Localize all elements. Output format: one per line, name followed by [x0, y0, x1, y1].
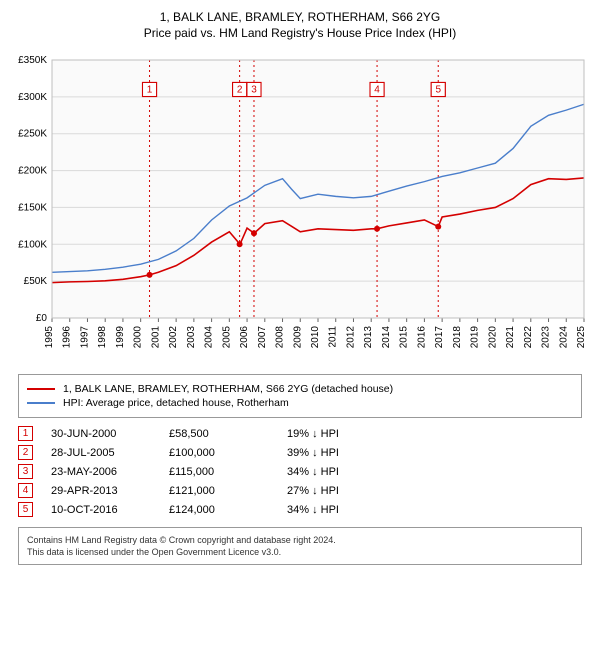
row-pct: 34% ↓ HPI — [287, 504, 397, 516]
row-date: 23-MAY-2006 — [41, 466, 161, 478]
svg-text:£150K: £150K — [18, 202, 47, 213]
legend-swatch — [27, 402, 55, 404]
svg-text:2001: 2001 — [150, 326, 161, 349]
table-row: 5 10-OCT-2016 £124,000 34% ↓ HPI — [18, 502, 582, 517]
svg-text:3: 3 — [251, 85, 257, 96]
svg-text:2015: 2015 — [399, 326, 410, 349]
svg-text:2020: 2020 — [487, 326, 498, 349]
row-marker: 2 — [18, 445, 33, 460]
legend-label: 1, BALK LANE, BRAMLEY, ROTHERHAM, S66 2Y… — [63, 383, 393, 395]
chart-container: £0 £50K £100K £150K £200K £250K £300K £350K 1995… — [8, 50, 592, 360]
row-marker: 5 — [18, 502, 33, 517]
row-price: £124,000 — [169, 504, 279, 516]
svg-text:1999: 1999 — [115, 326, 126, 349]
svg-text:2000: 2000 — [133, 326, 144, 349]
svg-text:2025: 2025 — [576, 326, 587, 349]
row-pct: 27% ↓ HPI — [287, 485, 397, 497]
svg-text:£300K: £300K — [18, 92, 47, 103]
footer-attribution: Contains HM Land Registry data © Crown c… — [18, 527, 582, 565]
chart-title: 1, BALK LANE, BRAMLEY, ROTHERHAM, S66 2Y… — [8, 10, 592, 24]
svg-text:1996: 1996 — [62, 326, 73, 349]
row-date: 28-JUL-2005 — [41, 447, 161, 459]
svg-text:2009: 2009 — [292, 326, 303, 349]
svg-text:£200K: £200K — [18, 166, 47, 177]
svg-text:£350K: £350K — [18, 55, 47, 66]
svg-text:2021: 2021 — [505, 326, 516, 349]
svg-text:1997: 1997 — [79, 326, 90, 349]
svg-text:2004: 2004 — [204, 326, 215, 349]
svg-text:2002: 2002 — [168, 326, 179, 349]
svg-text:2014: 2014 — [381, 326, 392, 349]
svg-text:2019: 2019 — [470, 326, 481, 349]
legend-item: HPI: Average price, detached house, Roth… — [27, 397, 573, 409]
svg-text:1: 1 — [147, 85, 153, 96]
row-price: £100,000 — [169, 447, 279, 459]
footer-line-2: This data is licensed under the Open Gov… — [27, 546, 573, 558]
svg-text:2007: 2007 — [257, 326, 268, 349]
svg-text:2012: 2012 — [345, 326, 356, 349]
svg-text:2006: 2006 — [239, 326, 250, 349]
svg-text:1998: 1998 — [97, 326, 108, 349]
row-date: 10-OCT-2016 — [41, 504, 161, 516]
svg-text:2003: 2003 — [186, 326, 197, 349]
row-date: 29-APR-2013 — [41, 485, 161, 497]
svg-text:5: 5 — [435, 85, 441, 96]
svg-text:2016: 2016 — [416, 326, 427, 349]
svg-text:2011: 2011 — [328, 326, 339, 348]
legend-label: HPI: Average price, detached house, Roth… — [63, 397, 289, 409]
svg-text:2022: 2022 — [523, 326, 534, 349]
svg-text:£50K: £50K — [24, 276, 48, 287]
svg-text:2010: 2010 — [310, 326, 321, 349]
svg-text:2017: 2017 — [434, 326, 445, 349]
svg-text:£250K: £250K — [18, 129, 47, 140]
svg-text:2024: 2024 — [558, 326, 569, 349]
row-pct: 34% ↓ HPI — [287, 466, 397, 478]
svg-text:1995: 1995 — [44, 326, 55, 349]
svg-text:2023: 2023 — [541, 326, 552, 349]
row-price: £115,000 — [169, 466, 279, 478]
table-row: 3 23-MAY-2006 £115,000 34% ↓ HPI — [18, 464, 582, 479]
row-pct: 39% ↓ HPI — [287, 447, 397, 459]
transactions-table: 1 30-JUN-2000 £58,500 19% ↓ HPI 2 28-JUL-2005… — [18, 426, 582, 517]
row-price: £58,500 — [169, 428, 279, 440]
svg-text:£100K: £100K — [18, 239, 47, 250]
svg-text:2: 2 — [237, 85, 243, 96]
row-pct: 19% ↓ HPI — [287, 428, 397, 440]
legend: 1, BALK LANE, BRAMLEY, ROTHERHAM, S66 2Y… — [18, 374, 582, 418]
row-date: 30-JUN-2000 — [41, 428, 161, 440]
row-marker: 4 — [18, 483, 33, 498]
table-row: 1 30-JUN-2000 £58,500 19% ↓ HPI — [18, 426, 582, 441]
table-row: 4 29-APR-2013 £121,000 27% ↓ HPI — [18, 483, 582, 498]
legend-swatch — [27, 388, 55, 390]
svg-text:2013: 2013 — [363, 326, 374, 349]
price-chart: £0 £50K £100K £150K £200K £250K £300K £350K 1995… — [8, 50, 592, 360]
legend-item: 1, BALK LANE, BRAMLEY, ROTHERHAM, S66 2Y… — [27, 383, 573, 395]
row-marker: 3 — [18, 464, 33, 479]
row-price: £121,000 — [169, 485, 279, 497]
row-marker: 1 — [18, 426, 33, 441]
svg-text:2005: 2005 — [221, 326, 232, 349]
svg-text:2018: 2018 — [452, 326, 463, 349]
svg-text:4: 4 — [374, 85, 380, 96]
footer-line-1: Contains HM Land Registry data © Crown c… — [27, 534, 573, 546]
svg-text:£0: £0 — [36, 313, 48, 324]
chart-subtitle: Price paid vs. HM Land Registry's House … — [8, 26, 592, 40]
table-row: 2 28-JUL-2005 £100,000 39% ↓ HPI — [18, 445, 582, 460]
svg-text:2008: 2008 — [275, 326, 286, 349]
